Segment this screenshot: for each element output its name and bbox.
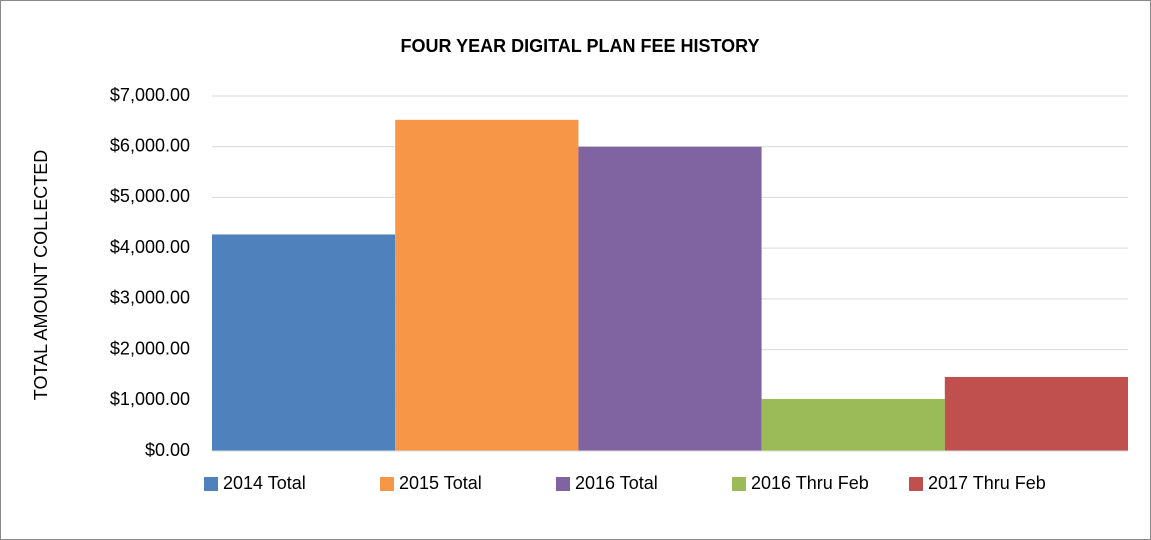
- bar: [395, 119, 579, 451]
- legend-swatch: [556, 477, 570, 491]
- y-tick-label: $1,000.00: [110, 389, 190, 409]
- legend-swatch: [380, 477, 394, 491]
- legend-label: 2017 Thru Feb: [928, 473, 1046, 493]
- y-tick-label: $0.00: [145, 440, 190, 460]
- legend-swatch: [909, 477, 923, 491]
- bar: [944, 376, 1128, 451]
- y-tick-label: $4,000.00: [110, 237, 190, 257]
- legend-swatch: [204, 477, 218, 491]
- bar: [761, 399, 945, 451]
- y-tick-label: $6,000.00: [110, 135, 190, 155]
- chart-title: FOUR YEAR DIGITAL PLAN FEE HISTORY: [400, 36, 759, 56]
- y-axis-label: TOTAL AMOUNT COLLECTED: [31, 150, 51, 400]
- y-tick-label: $5,000.00: [110, 186, 190, 206]
- legend-label: 2015 Total: [399, 473, 482, 493]
- legend-swatch: [732, 477, 746, 491]
- legend-label: 2016 Total: [575, 473, 658, 493]
- bar: [212, 234, 396, 451]
- y-tick-label: $2,000.00: [110, 338, 190, 358]
- y-tick-label: $3,000.00: [110, 288, 190, 308]
- y-tick-label: $7,000.00: [110, 85, 190, 105]
- legend-label: 2014 Total: [223, 473, 306, 493]
- bar: [578, 146, 762, 451]
- legend-label: 2016 Thru Feb: [751, 473, 869, 493]
